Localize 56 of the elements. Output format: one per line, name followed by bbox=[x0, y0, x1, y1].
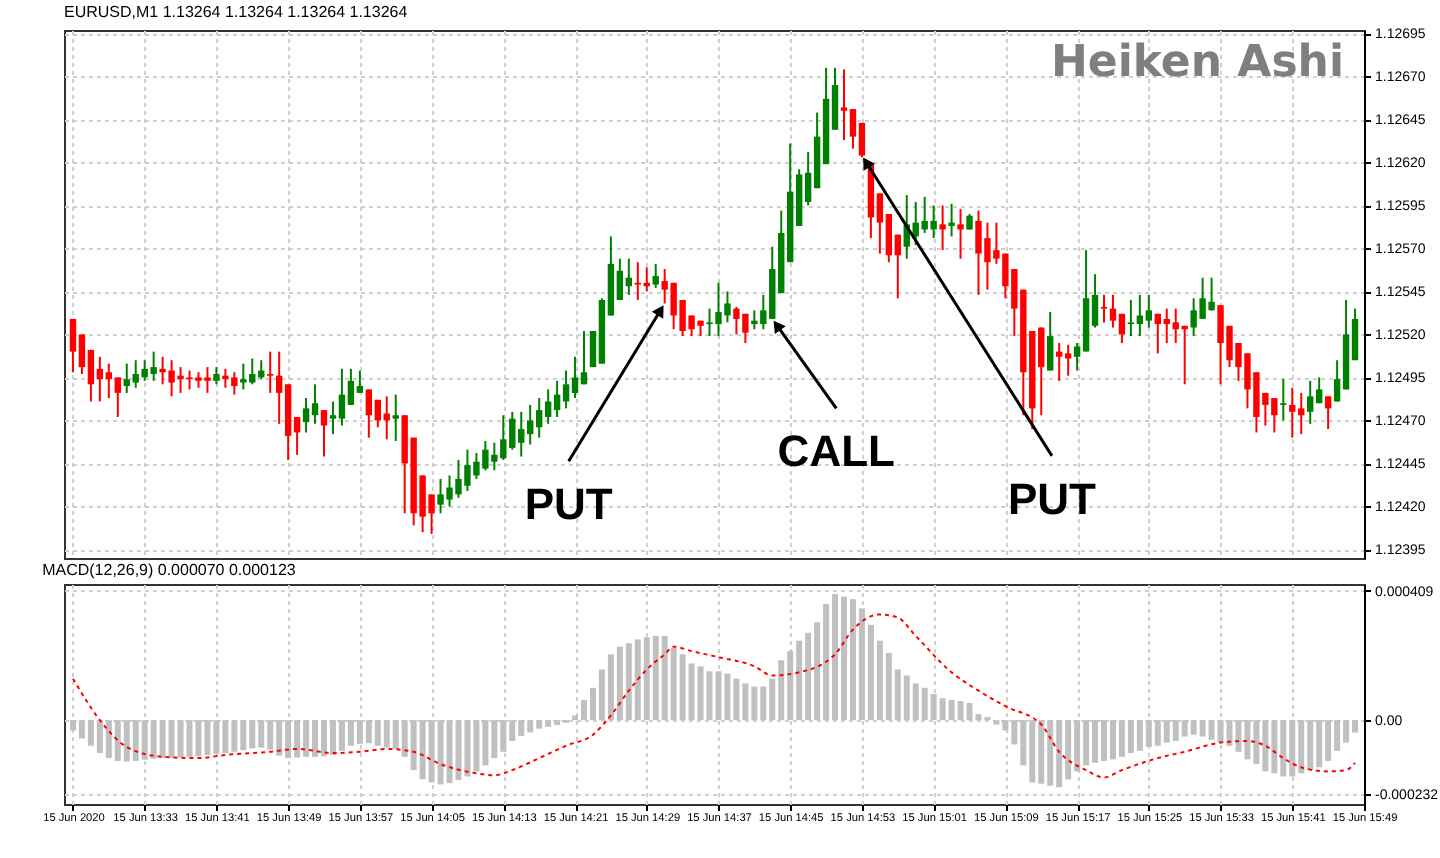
bar bbox=[195, 720, 202, 757]
candlestick bbox=[840, 68, 848, 142]
candlestick bbox=[1127, 299, 1135, 338]
candlestick bbox=[1280, 378, 1287, 422]
annotation: PUT bbox=[1007, 473, 1098, 524]
candlestick bbox=[1324, 395, 1332, 431]
candlestick bbox=[1100, 293, 1108, 324]
candlestick bbox=[1136, 293, 1144, 338]
candlestick bbox=[267, 350, 274, 394]
candlestick bbox=[1064, 343, 1072, 377]
candlestick bbox=[1307, 379, 1314, 425]
candlestick bbox=[1109, 293, 1117, 329]
candlestick bbox=[562, 369, 570, 410]
candlestick bbox=[392, 393, 399, 443]
candlestick bbox=[1289, 386, 1296, 439]
candlestick bbox=[105, 362, 113, 400]
candlestick bbox=[329, 400, 337, 436]
annotation: PUT bbox=[524, 479, 614, 530]
candlestick bbox=[939, 204, 946, 252]
bar bbox=[706, 671, 713, 721]
bar bbox=[455, 720, 462, 780]
candlestick bbox=[1118, 312, 1126, 345]
candlestick bbox=[553, 379, 561, 418]
bar bbox=[715, 671, 722, 721]
candlestick bbox=[1047, 311, 1054, 372]
candlestick bbox=[580, 329, 588, 386]
candlestick bbox=[69, 317, 77, 374]
candlestick bbox=[544, 388, 552, 425]
bar bbox=[446, 720, 453, 784]
chart-title: MACD(12,26,9) 0.000070 0.000123 bbox=[42, 560, 297, 579]
candlestick bbox=[652, 262, 659, 289]
candlestick bbox=[571, 355, 579, 400]
bar bbox=[1226, 720, 1233, 746]
candlestick bbox=[338, 367, 346, 427]
candlestick bbox=[535, 397, 543, 439]
candlestick bbox=[302, 397, 310, 434]
line-series bbox=[71, 613, 1357, 779]
bar bbox=[186, 720, 193, 757]
candlestick bbox=[311, 383, 319, 425]
chart-title: EURUSD,M1 1.13264 1.13264 1.13264 1.13264 bbox=[64, 3, 409, 22]
candlestick bbox=[948, 202, 955, 238]
bar bbox=[966, 703, 973, 721]
candlestick bbox=[240, 362, 247, 391]
candlestick bbox=[957, 207, 964, 260]
annotation: CALL bbox=[777, 426, 895, 477]
candlestick bbox=[365, 388, 373, 439]
annotation: Heiken Ashi bbox=[1051, 38, 1344, 88]
candlestick bbox=[320, 409, 328, 458]
candlestick bbox=[849, 108, 857, 150]
candlestick bbox=[1145, 293, 1153, 329]
candlestick bbox=[96, 355, 104, 403]
candlestick bbox=[1181, 324, 1188, 386]
candlestick bbox=[114, 376, 121, 418]
candlestick bbox=[1055, 342, 1063, 382]
bar bbox=[1235, 720, 1242, 752]
candlestick bbox=[1315, 376, 1323, 405]
